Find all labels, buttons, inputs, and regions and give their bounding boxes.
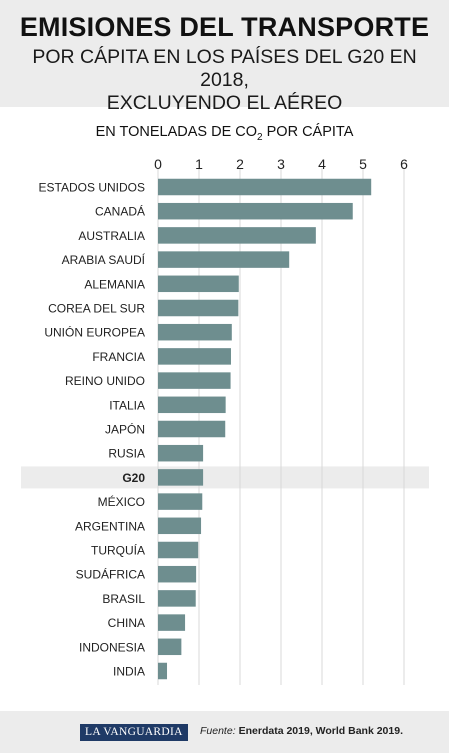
bar <box>158 227 316 244</box>
category-label: RUSIA <box>108 447 145 461</box>
unit-label: EN TONELADAS DE CO2 POR CÁPITA <box>0 124 449 143</box>
category-label: MÉXICO <box>98 494 145 509</box>
bar <box>158 541 199 559</box>
x-tick-label: 4 <box>318 156 326 172</box>
header: EMISIONES DEL TRANSPORTE POR CÁPITA EN L… <box>0 0 449 114</box>
unit-label-suffix: POR CÁPITA <box>262 124 354 140</box>
x-tick-label: 6 <box>400 156 408 172</box>
chart-title: EMISIONES DEL TRANSPORTE <box>19 12 430 42</box>
bar <box>158 323 232 341</box>
bar <box>158 565 197 583</box>
category-label: CHINA <box>108 616 145 630</box>
x-tick-label: 2 <box>236 156 244 172</box>
subtitle-line-2: EXCLUYENDO EL AÉREO <box>106 92 343 114</box>
source-text: Enerdata 2019, World Bank 2019. <box>238 725 403 737</box>
bar <box>158 590 196 607</box>
bar <box>158 202 353 220</box>
category-label: BRASIL <box>102 592 145 606</box>
category-label: INDONESIA <box>79 640 145 654</box>
bar <box>158 178 372 196</box>
bar <box>158 275 239 293</box>
unit-label-subscript: 2 <box>257 131 263 143</box>
bar <box>158 614 186 631</box>
bar <box>158 662 168 680</box>
bar <box>158 396 226 414</box>
bar <box>158 348 231 365</box>
category-label: ARGENTINA <box>75 519 145 533</box>
category-label: CANADÁ <box>95 204 145 219</box>
bar <box>158 251 290 268</box>
category-label: ALEMANIA <box>84 277 145 291</box>
bar <box>158 372 231 389</box>
bar <box>158 444 204 462</box>
bar <box>158 638 182 656</box>
category-label: REINO UNIDO <box>65 374 145 388</box>
category-label: FRANCIA <box>92 350 145 364</box>
category-label: SUDÁFRICA <box>76 567 145 582</box>
category-label: INDIA <box>113 665 145 679</box>
highlight-band <box>21 466 429 489</box>
category-label: UNIÓN EUROPEA <box>44 325 145 340</box>
category-label: AUSTRALIA <box>78 229 145 243</box>
bar-chart: 0 1 2 3 4 5 6 ESTADOS UNIDOS CANADÁ AUSTRALIA ARAB… <box>21 156 429 685</box>
footer: LA VANGUARDIA Fuente: Enerdata 2019, Worl… <box>0 711 449 753</box>
category-label: ITALIA <box>109 398 145 412</box>
publisher-logo: LA VANGUARDIA <box>80 724 188 741</box>
bar <box>158 517 202 535</box>
category-label: ARABIA SAUDÍ <box>62 252 146 267</box>
bar <box>158 469 204 486</box>
bar <box>158 493 203 510</box>
bar <box>158 299 239 317</box>
category-label: ESTADOS UNIDOS <box>39 181 145 195</box>
bar <box>158 420 226 438</box>
chart-subtitle: POR CÁPITA EN LOS PAÍSES DEL G20 EN 2018… <box>10 46 439 115</box>
category-label: COREA DEL SUR <box>48 302 145 316</box>
x-tick-label: 0 <box>154 156 162 172</box>
x-tick-label: 3 <box>277 156 285 172</box>
category-label: JAPÓN <box>105 422 145 437</box>
x-tick-label: 5 <box>359 156 367 172</box>
category-label: TURQUÍA <box>91 543 145 558</box>
source-label: Fuente: <box>200 725 236 737</box>
source-note: Fuente: Enerdata 2019, World Bank 2019. <box>200 725 403 737</box>
subtitle-line-1: POR CÁPITA EN LOS PAÍSES DEL G20 EN 2018… <box>32 46 417 91</box>
x-tick-label: 1 <box>195 156 203 172</box>
unit-label-prefix: EN TONELADAS DE CO <box>95 124 258 140</box>
category-label: G20 <box>122 471 145 485</box>
